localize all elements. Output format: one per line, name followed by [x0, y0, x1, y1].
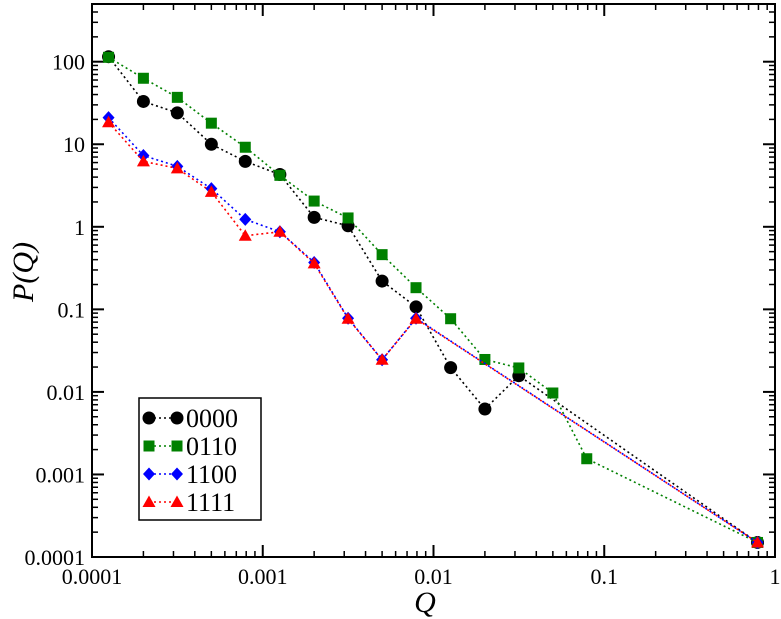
y-axis-ticks: 0.0001 0.001 0.01 0.1 1 10 100	[25, 3, 775, 570]
data-point-0110	[205, 117, 217, 129]
series-0000	[102, 50, 765, 549]
data-point-0000	[170, 106, 184, 120]
data-point-0110	[103, 51, 115, 63]
series-line-0110	[108, 56, 758, 544]
legend-label: 0000	[186, 404, 238, 433]
data-point-0110	[137, 72, 149, 84]
legend-marker	[142, 411, 156, 425]
data-point-0110	[376, 249, 388, 261]
data-point-1111	[409, 312, 423, 324]
data-point-0110	[479, 353, 491, 365]
data-point-0110	[513, 362, 525, 374]
data-point-1100	[239, 212, 252, 226]
y-axis-label: P(Q)	[7, 242, 40, 303]
y-tick-label: 1	[74, 215, 85, 240]
x-tick-label: 0.01	[414, 564, 453, 589]
y-tick-label: 10	[63, 132, 85, 157]
legend-marker	[142, 495, 156, 507]
data-point-0000	[307, 210, 321, 224]
legend-entry-1100: 1100	[143, 460, 237, 489]
y-tick-label: 0.0001	[25, 545, 86, 570]
y-tick-label: 0.001	[36, 462, 86, 487]
data-point-1111	[238, 229, 252, 241]
data-point-1111	[170, 161, 184, 174]
x-tick-label: 0.001	[238, 564, 288, 589]
x-tick-label: 1	[770, 564, 781, 589]
data-point-0110	[239, 141, 251, 153]
x-axis-label: Q	[414, 586, 436, 619]
data-point-0000	[444, 361, 458, 375]
legend-label: 1111	[186, 488, 235, 517]
data-point-1111	[136, 154, 150, 167]
legend-marker	[171, 440, 183, 452]
y-tick-label: 0.1	[58, 297, 86, 322]
series-line-1111	[107, 121, 758, 544]
x-tick-label: 0.0001	[62, 564, 123, 589]
data-point-0000	[409, 300, 423, 314]
data-point-0110	[581, 453, 593, 465]
data-point-0000	[375, 274, 389, 288]
data-point-0000	[136, 94, 150, 108]
legend-entry-0110: 0110	[143, 432, 237, 461]
legend-marker	[143, 467, 155, 481]
data-point-1111	[341, 312, 355, 324]
data-point-0110	[342, 212, 354, 224]
data-point-1111	[273, 225, 287, 237]
data-point-0000	[478, 402, 492, 416]
series-1111	[102, 115, 765, 548]
series-line-0000	[107, 56, 758, 544]
data-point-1111	[751, 535, 765, 548]
legend-label: 0110	[186, 432, 237, 461]
legend-entry-1111: 1111	[142, 488, 235, 517]
data-point-0110	[410, 282, 422, 294]
legend-marker	[171, 467, 183, 481]
data-point-0110	[308, 195, 320, 207]
legend-entry-0000: 0000	[142, 404, 238, 433]
data-point-0110	[547, 387, 559, 399]
x-tick-label: 0.1	[591, 564, 619, 589]
data-point-1111	[307, 256, 321, 269]
series-layer	[102, 50, 765, 549]
data-point-0110	[171, 91, 183, 103]
legend-marker	[143, 440, 155, 452]
legend-marker	[170, 495, 184, 507]
data-point-0000	[204, 137, 218, 151]
data-point-1111	[102, 115, 116, 128]
y-tick-label: 100	[52, 50, 85, 75]
legend-marker	[170, 411, 184, 425]
data-point-1111	[375, 353, 389, 365]
data-point-0110	[274, 169, 286, 181]
data-point-0000	[238, 154, 252, 168]
legend-label: 1100	[186, 460, 237, 489]
y-tick-label: 0.01	[47, 380, 86, 405]
data-point-1111	[204, 185, 218, 197]
x-axis-ticks: 0.0001 0.001 0.01 0.1 1	[62, 4, 781, 589]
data-point-0110	[445, 313, 457, 325]
